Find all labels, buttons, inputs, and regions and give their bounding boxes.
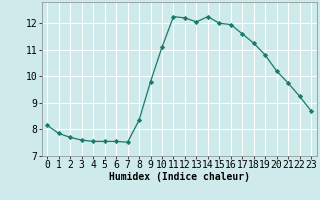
X-axis label: Humidex (Indice chaleur): Humidex (Indice chaleur) xyxy=(109,172,250,182)
